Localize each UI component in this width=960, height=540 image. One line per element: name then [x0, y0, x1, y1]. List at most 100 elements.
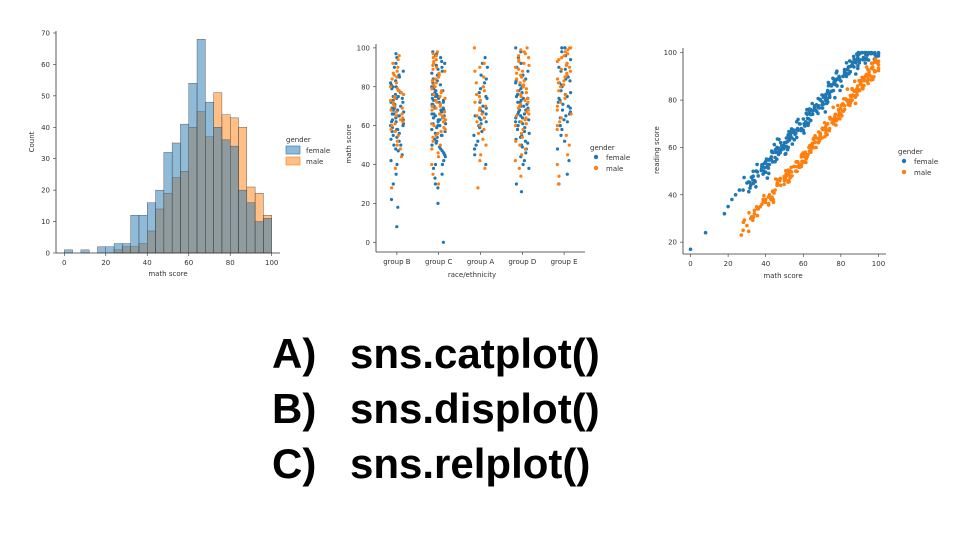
- strip-point-female: [563, 139, 567, 143]
- strip-point-male: [562, 79, 566, 83]
- strip-point-male: [389, 127, 393, 132]
- scatter-point-female: [846, 68, 850, 72]
- scatter-point-female: [869, 51, 873, 56]
- histogram-bars: [64, 39, 272, 254]
- strip-point-female: [390, 118, 395, 122]
- strip-point-male: [514, 139, 518, 143]
- strip-point-female: [438, 83, 442, 87]
- legend-marker-male: [901, 169, 907, 175]
- scatter-point-male: [771, 189, 775, 193]
- strip-point-male: [556, 182, 560, 186]
- strip-point-male: [522, 83, 526, 87]
- y-tick-label: 60: [41, 61, 50, 69]
- strip-point-female: [435, 139, 439, 143]
- scatter-point-female: [747, 189, 751, 194]
- strip-point-female: [394, 172, 398, 176]
- strip-point-female: [399, 143, 403, 147]
- strip-point-female: [431, 116, 436, 120]
- strip-point-male: [389, 98, 393, 102]
- strip-point-female: [439, 108, 443, 112]
- scatter-point-male: [742, 218, 747, 222]
- strip-point-female: [485, 65, 489, 69]
- scatter-point-male: [855, 90, 859, 95]
- strip-point-male: [558, 120, 562, 124]
- scatter-point-female: [820, 106, 825, 110]
- scatter-point-female: [688, 247, 693, 252]
- legend-marker-female: [901, 158, 907, 164]
- scatter-point-male: [836, 113, 841, 118]
- scatter-point-male: [836, 103, 840, 108]
- strip-point-female: [527, 166, 531, 170]
- scatter-point-male: [739, 233, 744, 237]
- scatter-point-female: [833, 95, 837, 100]
- scatter-point-female: [774, 150, 778, 155]
- strip-point-male: [522, 79, 526, 83]
- scatter-point-male: [766, 203, 771, 207]
- scatter-point-male: [876, 66, 881, 70]
- strip-point-female: [396, 149, 400, 153]
- legend-title: gender: [286, 136, 311, 144]
- strip-point-male: [517, 54, 521, 58]
- strip-point-female: [433, 176, 437, 180]
- legend-label-male: male: [306, 158, 323, 166]
- strip-point-female: [440, 65, 444, 69]
- x-tick-label: 0: [62, 259, 66, 267]
- hist-bar-female: [254, 221, 264, 254]
- x-tick-label: 0: [688, 260, 692, 268]
- scatter-point-female: [821, 102, 826, 106]
- scatter-point-female: [860, 50, 864, 55]
- y-tick-label: 0: [366, 239, 370, 247]
- strip-point-male: [400, 112, 404, 116]
- hist-bar-female: [188, 83, 198, 254]
- strip-point-male: [437, 182, 441, 186]
- strip-point-male: [515, 77, 519, 81]
- scatter-point-female: [796, 117, 800, 122]
- strip-point-male: [443, 69, 447, 73]
- hist-bar-female: [138, 215, 148, 254]
- strip-point-male: [526, 100, 530, 104]
- scatter-point-female: [730, 197, 734, 202]
- strip-point-male: [390, 186, 394, 190]
- scatter-point-female: [726, 204, 730, 209]
- strip-point-male: [395, 139, 399, 143]
- hist-bar-female: [205, 101, 214, 254]
- y-tick-label: 20: [41, 187, 50, 195]
- strip-point-female: [392, 65, 396, 69]
- scatter-point-male: [818, 133, 823, 137]
- strip-point-female: [519, 98, 523, 102]
- strip-point-male: [397, 54, 401, 58]
- x-tick-label: group A: [467, 258, 495, 266]
- scatter-point-female: [813, 104, 817, 108]
- scatter-point-female: [766, 166, 771, 170]
- strip-point-male: [559, 116, 563, 120]
- scatter-point-female: [853, 60, 857, 64]
- strip-point-male: [482, 89, 486, 93]
- strip-point-male: [524, 116, 528, 120]
- strip-point-male: [517, 166, 521, 170]
- scatter-point-female: [772, 142, 777, 147]
- scatter-point-male: [869, 78, 873, 82]
- scatter-point-female: [829, 89, 834, 93]
- strip-point-male: [556, 81, 560, 85]
- scatter-point-female: [856, 50, 861, 55]
- legend-label-female: female: [306, 147, 330, 155]
- strip-point-female: [567, 159, 571, 163]
- hist-bar-female: [155, 189, 165, 254]
- scatter-point-male: [763, 197, 768, 202]
- strip-point-male: [439, 129, 443, 134]
- scatter-point-female: [826, 83, 831, 88]
- strip-point-male: [444, 118, 448, 122]
- x-tick-label: 40: [761, 260, 770, 268]
- strip-point-female: [395, 225, 399, 229]
- scatter-point-female: [826, 100, 830, 104]
- hist-bar-female: [180, 123, 189, 254]
- hist-bar-female: [64, 249, 73, 254]
- scatter-point-male: [862, 83, 866, 88]
- legend: gender female male: [285, 136, 330, 166]
- strip-point-male: [393, 129, 397, 134]
- scatter-point-male: [752, 211, 757, 216]
- strip-point-male: [438, 102, 443, 106]
- strip-point-male: [562, 83, 566, 87]
- strip-point-male: [519, 174, 523, 178]
- strip-point-male: [555, 108, 559, 112]
